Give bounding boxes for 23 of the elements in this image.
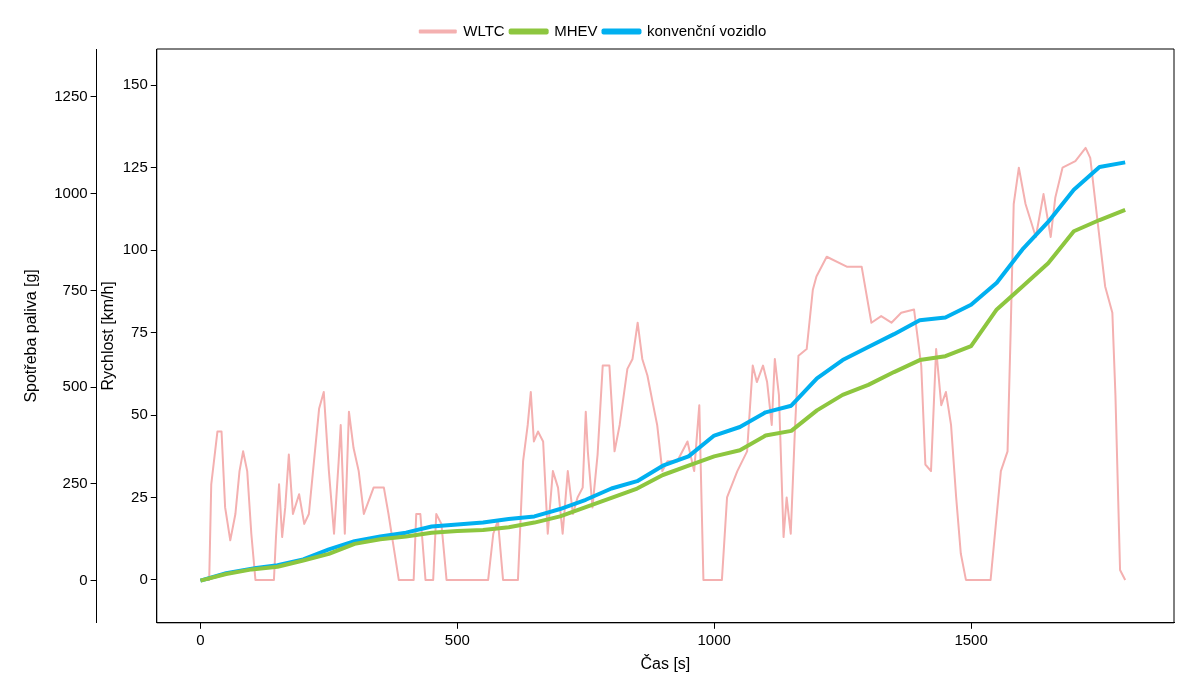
x-axis-title: Čas [s] bbox=[640, 653, 691, 672]
y2-tick-label: 0 bbox=[139, 570, 148, 588]
x-tick-label: 0 bbox=[196, 630, 205, 648]
legend-label: MHEV bbox=[554, 21, 598, 39]
y-tick-label: 250 bbox=[62, 474, 88, 492]
y-tick-label: 1250 bbox=[54, 87, 88, 105]
x-tick-label: 500 bbox=[444, 630, 470, 648]
y2-tick-label: 25 bbox=[131, 487, 148, 505]
y2-tick-label: 100 bbox=[122, 240, 148, 258]
y-tick-label: 500 bbox=[62, 377, 88, 395]
y-axis-title: Spotřeba paliva [g] bbox=[22, 269, 40, 403]
y-tick-label: 1000 bbox=[54, 183, 88, 201]
legend-label: WLTC bbox=[463, 21, 505, 39]
y2-tick-label: 75 bbox=[131, 322, 148, 340]
y2-axis-title: Rychlost [km/h] bbox=[98, 281, 116, 391]
y-tick-label: 0 bbox=[79, 570, 88, 588]
y-tick-label: 750 bbox=[62, 280, 88, 298]
x-tick-label: 1000 bbox=[697, 630, 731, 648]
y2-tick-label: 50 bbox=[131, 405, 148, 423]
y2-tick-label: 125 bbox=[122, 157, 148, 175]
y2-tick-label: 150 bbox=[122, 75, 148, 93]
legend-label: konvenční vozidlo bbox=[646, 21, 767, 39]
x-tick-label: 1500 bbox=[954, 630, 988, 648]
